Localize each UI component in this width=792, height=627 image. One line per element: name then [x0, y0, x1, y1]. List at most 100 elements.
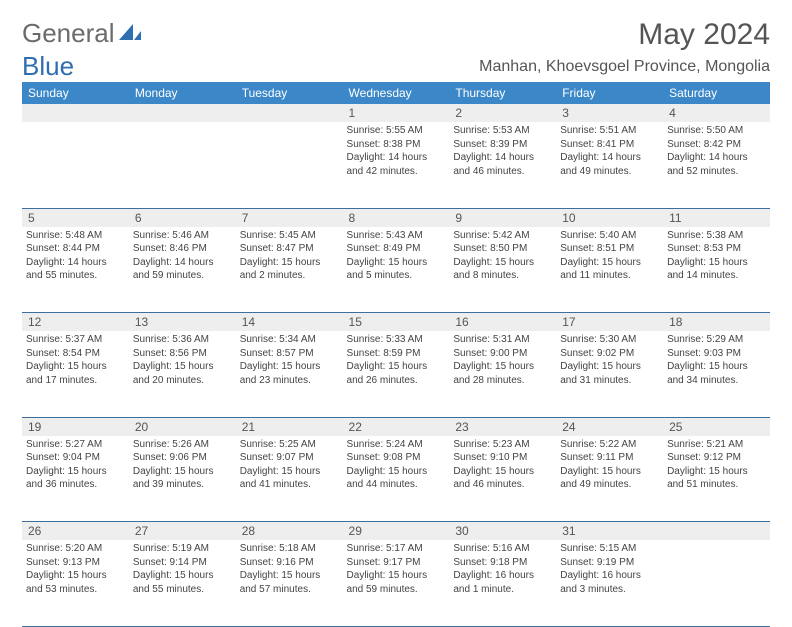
daylight-line: Daylight: 15 hours and 2 minutes. [240, 256, 339, 283]
day-detail-cell: Sunrise: 5:25 AMSunset: 9:07 PMDaylight:… [236, 436, 343, 522]
day-detail-cell: Sunrise: 5:45 AMSunset: 8:47 PMDaylight:… [236, 227, 343, 313]
sunrise-line: Sunrise: 5:19 AM [133, 542, 232, 556]
daylight-line: Daylight: 15 hours and 28 minutes. [453, 360, 552, 387]
day-number-cell: 11 [663, 208, 770, 227]
sunrise-line: Sunrise: 5:37 AM [26, 333, 125, 347]
sunrise-line: Sunrise: 5:34 AM [240, 333, 339, 347]
day-number-cell: 31 [556, 522, 663, 541]
day-detail-cell: Sunrise: 5:17 AMSunset: 9:17 PMDaylight:… [343, 540, 450, 626]
calendar-table: SundayMondayTuesdayWednesdayThursdayFrid… [22, 82, 770, 627]
day-detail-cell: Sunrise: 5:33 AMSunset: 8:59 PMDaylight:… [343, 331, 450, 417]
sunset-line: Sunset: 8:57 PM [240, 347, 339, 361]
daynum-row: 1234 [22, 104, 770, 122]
day-number-cell: 20 [129, 417, 236, 436]
sunrise-line: Sunrise: 5:40 AM [560, 229, 659, 243]
daylight-line: Daylight: 15 hours and 11 minutes. [560, 256, 659, 283]
sunset-line: Sunset: 8:54 PM [26, 347, 125, 361]
sunset-line: Sunset: 9:07 PM [240, 451, 339, 465]
sunset-line: Sunset: 9:16 PM [240, 556, 339, 570]
logo-sail-icon [119, 18, 141, 49]
sunset-line: Sunset: 8:59 PM [347, 347, 446, 361]
daynum-row: 19202122232425 [22, 417, 770, 436]
weekday-header-row: SundayMondayTuesdayWednesdayThursdayFrid… [22, 82, 770, 104]
day-number-cell: 22 [343, 417, 450, 436]
day-detail-cell [236, 122, 343, 208]
sunset-line: Sunset: 8:51 PM [560, 242, 659, 256]
day-number-cell: 27 [129, 522, 236, 541]
day-number-cell: 19 [22, 417, 129, 436]
sunrise-line: Sunrise: 5:22 AM [560, 438, 659, 452]
daylight-line: Daylight: 15 hours and 46 minutes. [453, 465, 552, 492]
sunrise-line: Sunrise: 5:29 AM [667, 333, 766, 347]
day-number-cell: 13 [129, 313, 236, 332]
day-detail-cell: Sunrise: 5:46 AMSunset: 8:46 PMDaylight:… [129, 227, 236, 313]
sunset-line: Sunset: 9:03 PM [667, 347, 766, 361]
daylight-line: Daylight: 15 hours and 53 minutes. [26, 569, 125, 596]
sunset-line: Sunset: 9:02 PM [560, 347, 659, 361]
sunrise-line: Sunrise: 5:26 AM [133, 438, 232, 452]
day-number-cell: 25 [663, 417, 770, 436]
sunset-line: Sunset: 9:10 PM [453, 451, 552, 465]
day-detail-cell: Sunrise: 5:22 AMSunset: 9:11 PMDaylight:… [556, 436, 663, 522]
sunrise-line: Sunrise: 5:55 AM [347, 124, 446, 138]
logo-text-2: Blue [22, 51, 74, 82]
sunset-line: Sunset: 9:11 PM [560, 451, 659, 465]
day-number-cell [22, 104, 129, 122]
day-number-cell: 1 [343, 104, 450, 122]
day-number-cell: 10 [556, 208, 663, 227]
day-detail-cell: Sunrise: 5:20 AMSunset: 9:13 PMDaylight:… [22, 540, 129, 626]
daynum-row: 567891011 [22, 208, 770, 227]
day-detail-row: Sunrise: 5:20 AMSunset: 9:13 PMDaylight:… [22, 540, 770, 626]
sunset-line: Sunset: 8:50 PM [453, 242, 552, 256]
daylight-line: Daylight: 16 hours and 1 minute. [453, 569, 552, 596]
day-detail-cell: Sunrise: 5:26 AMSunset: 9:06 PMDaylight:… [129, 436, 236, 522]
sunrise-line: Sunrise: 5:53 AM [453, 124, 552, 138]
sunrise-line: Sunrise: 5:31 AM [453, 333, 552, 347]
day-number-cell: 17 [556, 313, 663, 332]
weekday-header: Wednesday [343, 82, 450, 104]
sunrise-line: Sunrise: 5:18 AM [240, 542, 339, 556]
day-detail-cell: Sunrise: 5:55 AMSunset: 8:38 PMDaylight:… [343, 122, 450, 208]
weekday-header: Friday [556, 82, 663, 104]
sunset-line: Sunset: 8:53 PM [667, 242, 766, 256]
sunrise-line: Sunrise: 5:48 AM [26, 229, 125, 243]
day-number-cell: 12 [22, 313, 129, 332]
sunrise-line: Sunrise: 5:20 AM [26, 542, 125, 556]
sunrise-line: Sunrise: 5:38 AM [667, 229, 766, 243]
sunset-line: Sunset: 8:49 PM [347, 242, 446, 256]
day-detail-cell: Sunrise: 5:15 AMSunset: 9:19 PMDaylight:… [556, 540, 663, 626]
day-detail-cell: Sunrise: 5:23 AMSunset: 9:10 PMDaylight:… [449, 436, 556, 522]
sunset-line: Sunset: 9:08 PM [347, 451, 446, 465]
sunset-line: Sunset: 9:00 PM [453, 347, 552, 361]
daylight-line: Daylight: 14 hours and 49 minutes. [560, 151, 659, 178]
day-number-cell: 4 [663, 104, 770, 122]
daylight-line: Daylight: 15 hours and 17 minutes. [26, 360, 125, 387]
day-number-cell: 5 [22, 208, 129, 227]
day-detail-cell: Sunrise: 5:31 AMSunset: 9:00 PMDaylight:… [449, 331, 556, 417]
day-detail-row: Sunrise: 5:27 AMSunset: 9:04 PMDaylight:… [22, 436, 770, 522]
day-number-cell [663, 522, 770, 541]
sunset-line: Sunset: 8:41 PM [560, 138, 659, 152]
sunrise-line: Sunrise: 5:36 AM [133, 333, 232, 347]
day-number-cell: 15 [343, 313, 450, 332]
day-detail-row: Sunrise: 5:55 AMSunset: 8:38 PMDaylight:… [22, 122, 770, 208]
weekday-header: Saturday [663, 82, 770, 104]
day-number-cell: 14 [236, 313, 343, 332]
sunset-line: Sunset: 9:04 PM [26, 451, 125, 465]
daylight-line: Daylight: 15 hours and 20 minutes. [133, 360, 232, 387]
logo-text-1: General [22, 18, 115, 49]
sunrise-line: Sunrise: 5:30 AM [560, 333, 659, 347]
daylight-line: Daylight: 15 hours and 8 minutes. [453, 256, 552, 283]
day-detail-cell: Sunrise: 5:24 AMSunset: 9:08 PMDaylight:… [343, 436, 450, 522]
sunset-line: Sunset: 8:47 PM [240, 242, 339, 256]
sunset-line: Sunset: 9:13 PM [26, 556, 125, 570]
daylight-line: Daylight: 15 hours and 57 minutes. [240, 569, 339, 596]
title-block: May 2024 [638, 18, 770, 52]
day-number-cell: 30 [449, 522, 556, 541]
sunset-line: Sunset: 8:42 PM [667, 138, 766, 152]
daylight-line: Daylight: 15 hours and 31 minutes. [560, 360, 659, 387]
daynum-row: 262728293031 [22, 522, 770, 541]
day-detail-cell: Sunrise: 5:40 AMSunset: 8:51 PMDaylight:… [556, 227, 663, 313]
daylight-line: Daylight: 15 hours and 14 minutes. [667, 256, 766, 283]
daylight-line: Daylight: 15 hours and 36 minutes. [26, 465, 125, 492]
